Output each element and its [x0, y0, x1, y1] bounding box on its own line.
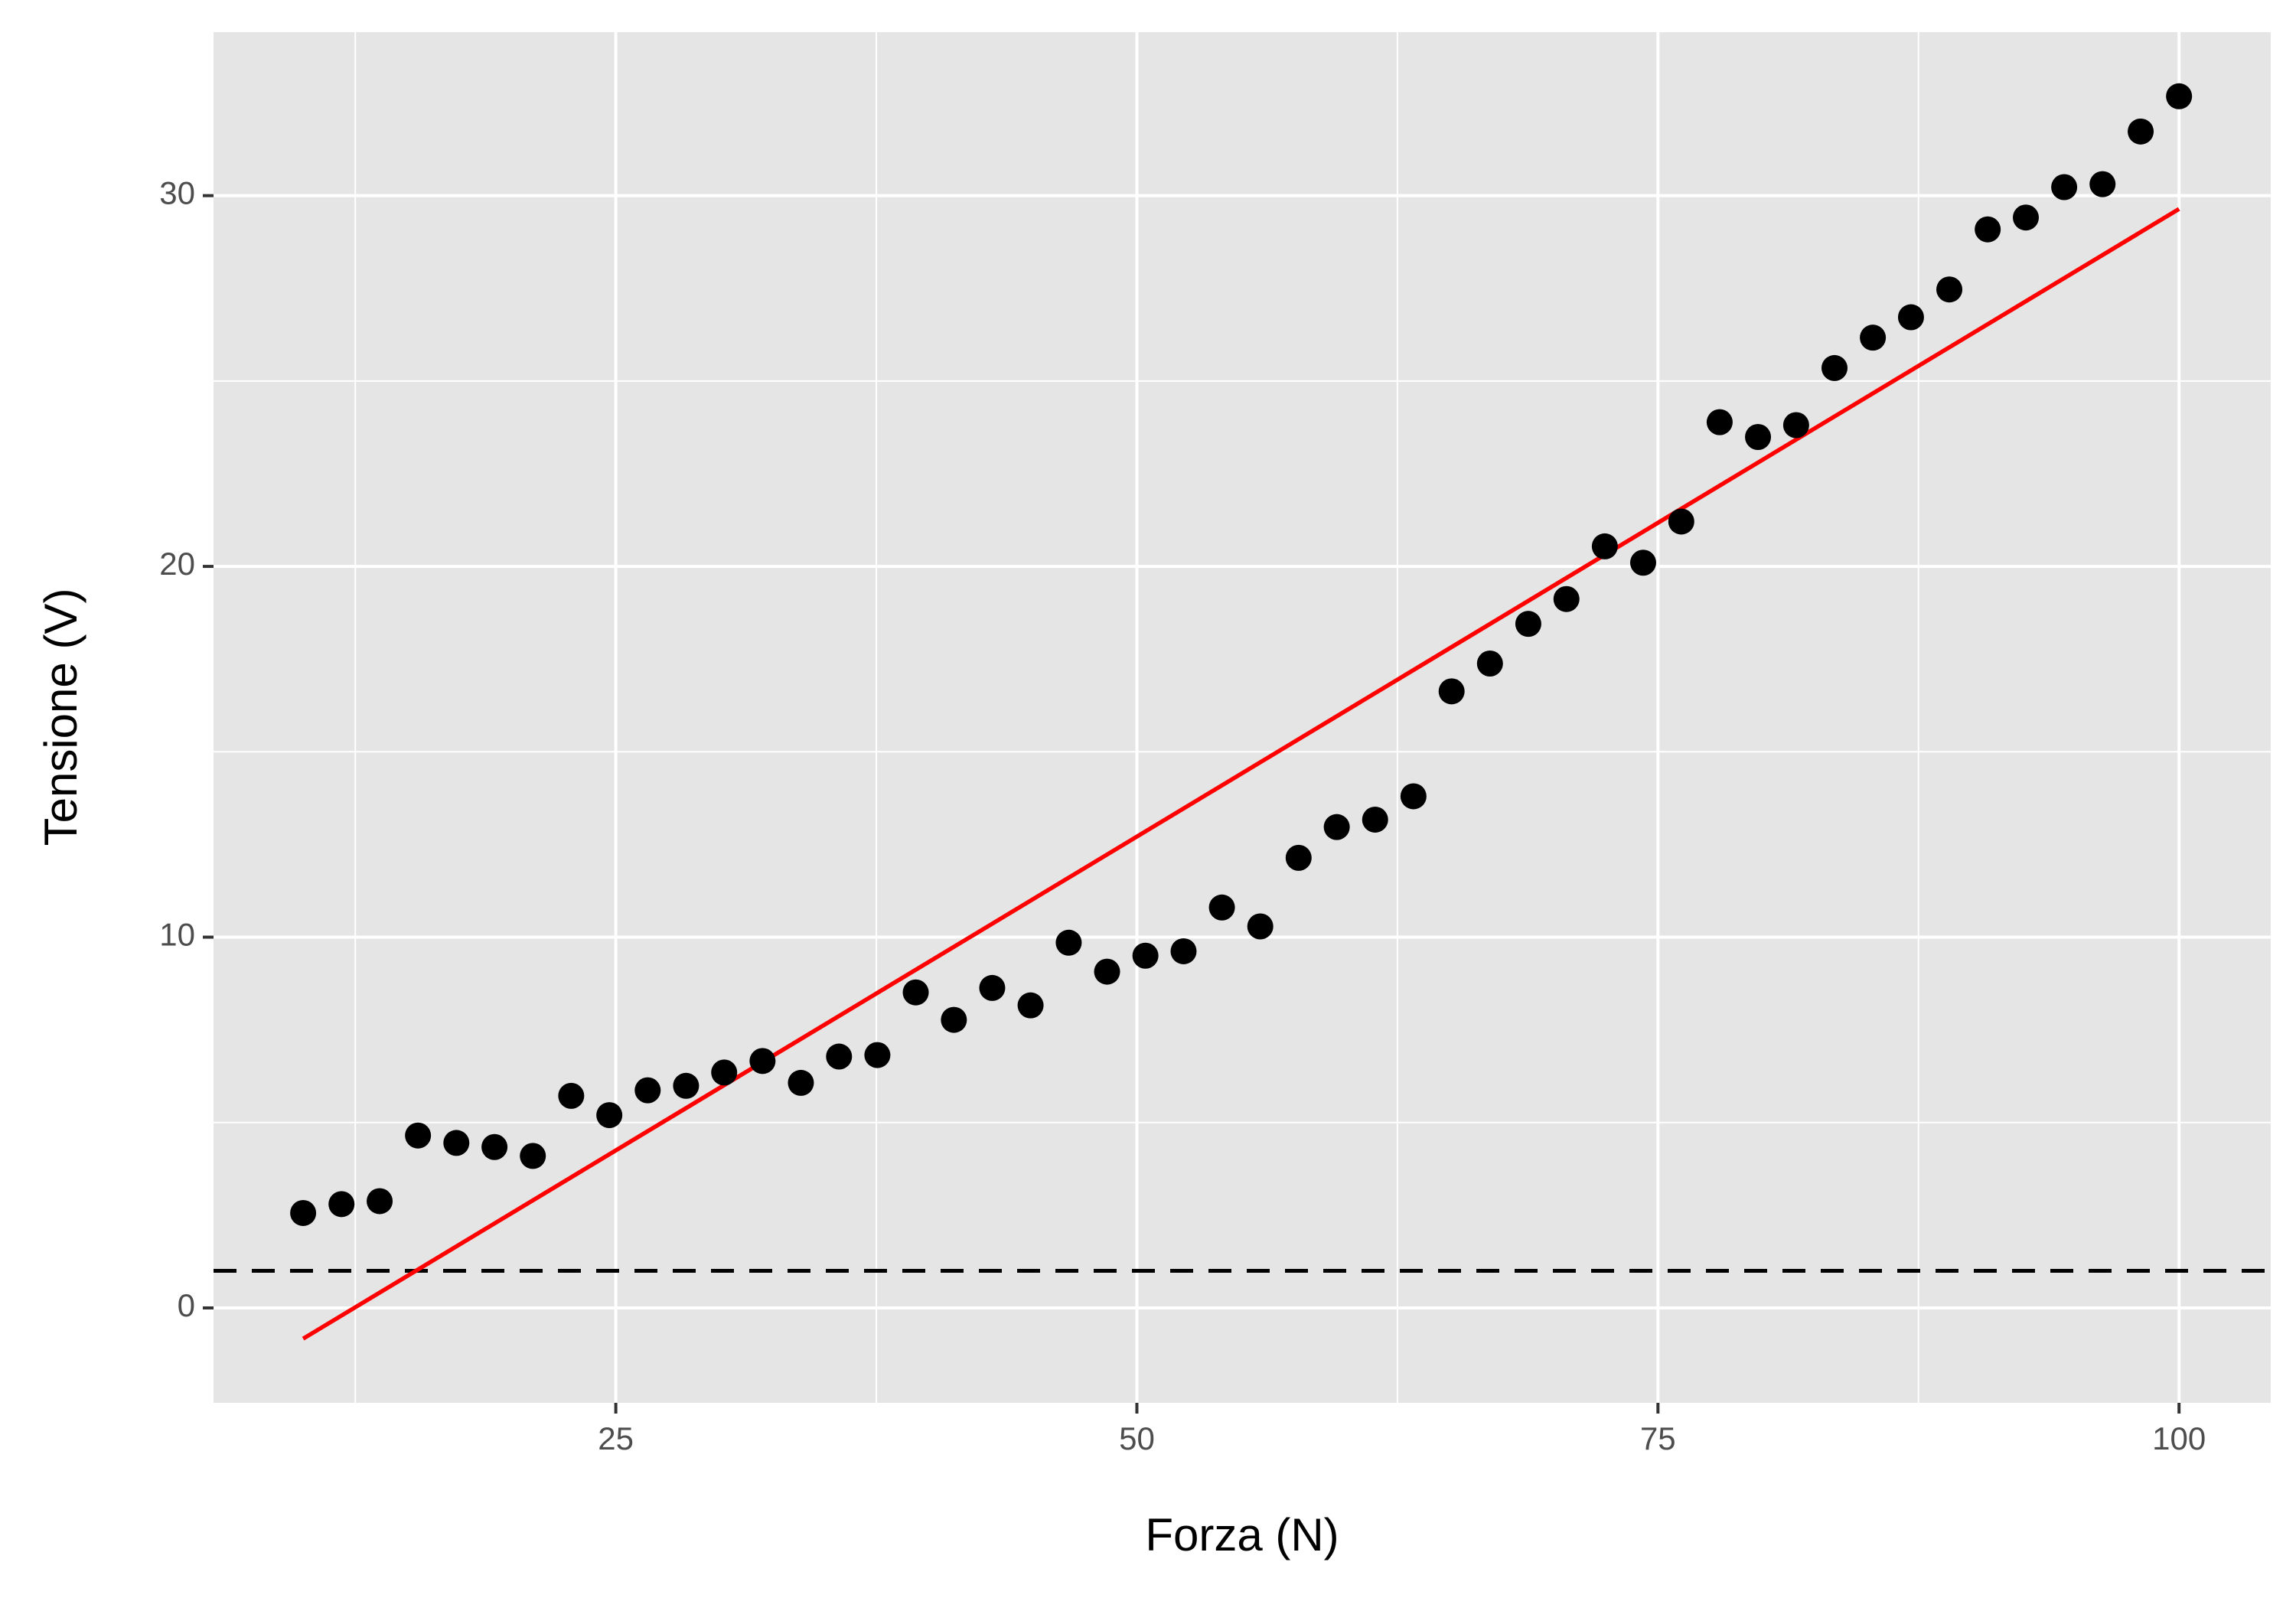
point [443, 1130, 470, 1156]
point [1553, 585, 1580, 612]
point [941, 1006, 967, 1033]
point [1975, 216, 2001, 243]
x-tick-label: 25 [598, 1420, 634, 1456]
point [1362, 806, 1388, 833]
x-axis-title: Forza (N) [1145, 1509, 1339, 1560]
point [826, 1043, 853, 1070]
point [1476, 651, 1503, 677]
point [405, 1122, 432, 1149]
point [2166, 83, 2193, 109]
point [1936, 276, 1963, 303]
point [558, 1082, 585, 1109]
point [1438, 678, 1465, 705]
point [1821, 354, 1848, 381]
point [749, 1048, 776, 1075]
point [1170, 938, 1197, 964]
point [1860, 324, 1887, 351]
panel [214, 32, 2271, 1403]
point [481, 1133, 508, 1160]
point [2013, 204, 2039, 231]
point [788, 1069, 814, 1096]
y-tick-label: 30 [159, 175, 195, 211]
point [864, 1042, 891, 1068]
y-tick-label: 20 [159, 546, 195, 582]
point [1323, 814, 1350, 840]
point [2128, 118, 2154, 145]
y-tick-label: 10 [159, 917, 195, 953]
y-axis-title: Tensione (V) [35, 589, 86, 846]
point [1017, 992, 1044, 1019]
point [1706, 409, 1733, 435]
point [290, 1199, 317, 1226]
point [520, 1143, 546, 1169]
point [1629, 550, 1656, 576]
x-tick-label: 50 [1119, 1420, 1155, 1456]
point [1668, 508, 1694, 535]
point [1055, 929, 1082, 956]
point [979, 974, 1006, 1001]
y-tick-label: 0 [178, 1287, 195, 1323]
point [1094, 958, 1120, 985]
point [1782, 412, 1809, 439]
point [1897, 304, 1924, 331]
point [634, 1077, 661, 1104]
point [2051, 174, 2078, 201]
point [367, 1188, 393, 1215]
point [2089, 171, 2116, 197]
point [1745, 424, 1772, 451]
point [328, 1191, 355, 1218]
point [902, 979, 929, 1006]
x-tick-label: 75 [1640, 1420, 1676, 1456]
point [1591, 533, 1618, 559]
fit-line [302, 207, 2180, 1341]
point [673, 1072, 700, 1099]
point [1208, 894, 1235, 921]
point [1285, 844, 1312, 871]
point [1247, 913, 1274, 940]
point [1515, 611, 1541, 638]
point [596, 1102, 623, 1129]
x-tick-label: 100 [2152, 1420, 2206, 1456]
point [1132, 942, 1159, 969]
point [711, 1059, 738, 1086]
point [1400, 783, 1427, 810]
